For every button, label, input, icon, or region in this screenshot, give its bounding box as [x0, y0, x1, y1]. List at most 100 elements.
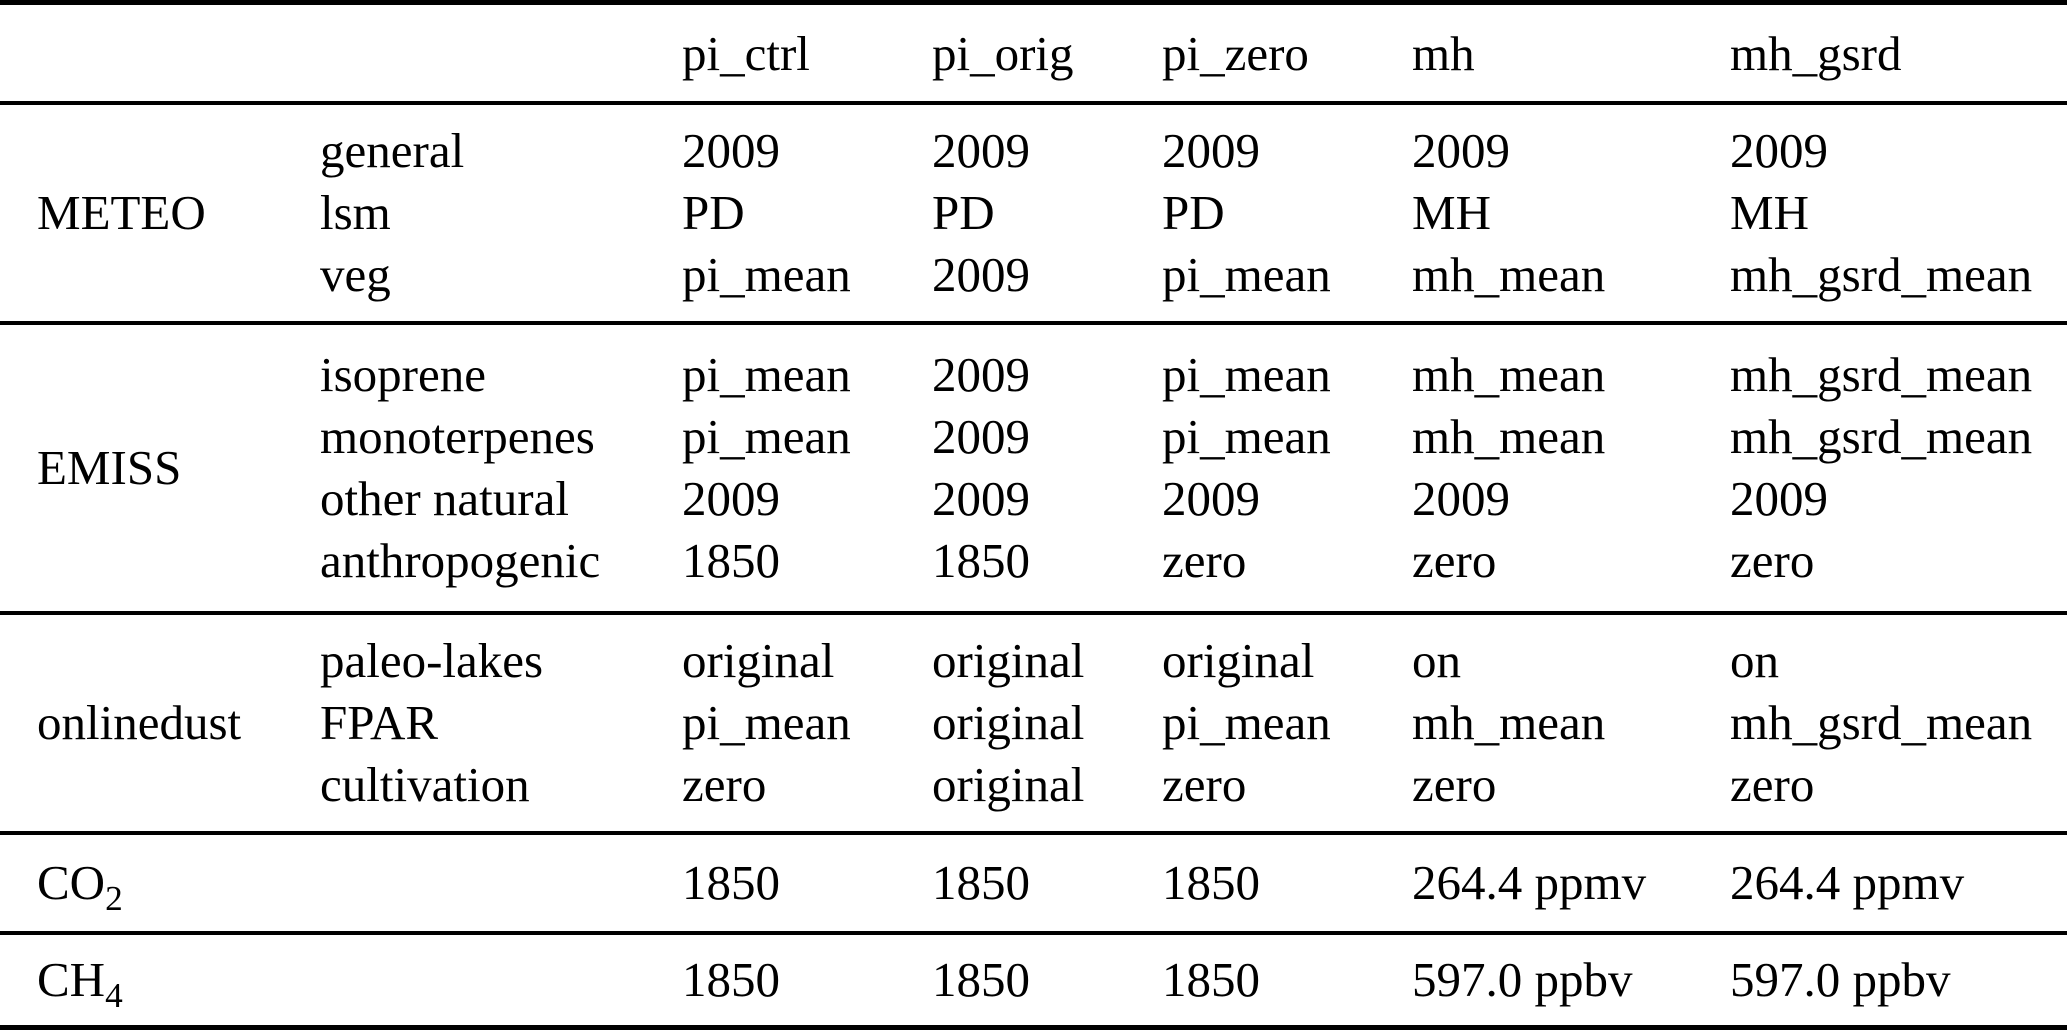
section-co2: CO2 1850 1850 1850 264.4 ppmv 264.4 ppmv: [0, 833, 2067, 933]
table-cell: 2009: [682, 471, 780, 526]
table-cell: zero: [682, 757, 767, 812]
column-header-pi-zero: pi_zero: [1162, 25, 1309, 81]
table-cell: 2009: [1412, 471, 1510, 526]
table-cell: 1850: [682, 533, 780, 588]
table-cell: 1850: [682, 952, 780, 1007]
table-cell: 1850: [1162, 952, 1260, 1007]
table-cell: zero: [1412, 757, 1497, 812]
table-cell: MH: [1412, 185, 1491, 240]
table-row: EMISS isoprene pi_mean 2009 pi_mean mh_m…: [0, 323, 2067, 495]
table-row: other natural 2009 2009 2009 2009 2009: [0, 468, 2067, 530]
table-row: onlinedust paleo-lakes original original…: [0, 613, 2067, 750]
table-cell: mh_gsrd_mean: [1730, 347, 2033, 402]
table-cell: 2009: [932, 471, 1030, 526]
section-meteo: METEO general 2009 2009 2009 2009 2009 l…: [0, 103, 2067, 323]
table-cell: mh_mean: [1412, 695, 1606, 750]
group-label-subscript: 4: [105, 975, 123, 1015]
param-label: veg: [320, 247, 391, 302]
table-row: lsm PD PD PD MH MH: [0, 182, 2067, 244]
table-cell: 2009: [682, 123, 780, 178]
column-header-mh-gsrd: mh_gsrd: [1730, 25, 1902, 81]
table-cell: on: [1730, 633, 1779, 688]
table-cell: 597.0 ppbv: [1412, 952, 1633, 1007]
table-cell: 2009: [1730, 123, 1828, 178]
table-cell: PD: [1162, 185, 1225, 240]
table-cell: mh_gsrd_mean: [1730, 247, 2033, 302]
param-label: monoterpenes: [320, 409, 595, 464]
table-row: FPAR pi_mean original pi_mean mh_mean mh…: [0, 692, 2067, 754]
column-header-pi-orig: pi_orig: [932, 25, 1074, 81]
header-spacer-param: [320, 3, 682, 104]
table-cell: zero: [1730, 757, 1815, 812]
group-label-subscript: 2: [105, 878, 123, 918]
param-label: anthropogenic: [320, 533, 601, 588]
table-cell: 264.4 ppmv: [1730, 855, 1965, 910]
table-cell: 1850: [932, 952, 1030, 1007]
param-label: isoprene: [320, 347, 486, 402]
column-header-pi-ctrl: pi_ctrl: [682, 25, 810, 81]
table-cell: mh_mean: [1412, 347, 1606, 402]
table-cell: original: [932, 633, 1085, 688]
table-cell: pi_mean: [682, 695, 851, 750]
table-row: anthropogenic 1850 1850 zero zero zero: [0, 530, 2067, 613]
param-label: paleo-lakes: [320, 633, 544, 688]
table-cell: 1850: [1162, 855, 1260, 910]
header-spacer-group: [0, 3, 320, 104]
table-cell: 1850: [682, 855, 780, 910]
group-label-emiss: EMISS: [0, 323, 320, 613]
param-label: lsm: [320, 185, 391, 240]
group-label-text: CH: [37, 952, 106, 1007]
table-cell: PD: [682, 185, 745, 240]
table-cell: 1850: [932, 855, 1030, 910]
group-label-ch4: CH4: [0, 933, 320, 1028]
param-label: general: [320, 123, 465, 178]
table-cell: zero: [1730, 533, 1815, 588]
group-label-text: EMISS: [37, 440, 182, 495]
section-onlinedust: onlinedust paleo-lakes original original…: [0, 613, 2067, 833]
table-cell: pi_mean: [1162, 247, 1331, 302]
section-ch4: CH4 1850 1850 1850 597.0 ppbv 597.0 ppbv: [0, 933, 2067, 1028]
table-cell: pi_mean: [682, 347, 851, 402]
table-row: METEO general 2009 2009 2009 2009 2009: [0, 103, 2067, 240]
table-cell: 2009: [1162, 123, 1260, 178]
group-label-text: METEO: [37, 185, 206, 240]
param-label: [320, 833, 682, 933]
group-label-co2: CO2: [0, 833, 320, 933]
table-cell: 2009: [932, 247, 1030, 302]
table-cell: PD: [932, 185, 995, 240]
table-cell: 597.0 ppbv: [1730, 952, 1951, 1007]
table-cell: zero: [1162, 757, 1247, 812]
table-cell: original: [1162, 633, 1315, 688]
table-row: veg pi_mean 2009 pi_mean mh_mean mh_gsrd…: [0, 244, 2067, 323]
table-cell: 2009: [932, 409, 1030, 464]
table-cell: mh_gsrd_mean: [1730, 409, 2033, 464]
table-cell: mh_mean: [1412, 409, 1606, 464]
table-cell: MH: [1730, 185, 1809, 240]
table-cell: 1850: [932, 533, 1030, 588]
param-label: other natural: [320, 471, 569, 526]
table-cell: 2009: [932, 347, 1030, 402]
table-cell: on: [1412, 633, 1461, 688]
table-cell: 2009: [1412, 123, 1510, 178]
param-label: FPAR: [320, 695, 439, 750]
table-header: pi_ctrl pi_orig pi_zero mh mh_gsrd: [0, 3, 2067, 104]
table-cell: 2009: [932, 123, 1030, 178]
table-cell: pi_mean: [682, 409, 851, 464]
table-cell: pi_mean: [682, 247, 851, 302]
table-cell: mh_mean: [1412, 247, 1606, 302]
table-row: CH4 1850 1850 1850 597.0 ppbv 597.0 ppbv: [0, 933, 2067, 1028]
table-cell: pi_mean: [1162, 409, 1331, 464]
param-label: cultivation: [320, 757, 530, 812]
table-cell: original: [932, 757, 1085, 812]
table-row: monoterpenes pi_mean 2009 pi_mean mh_mea…: [0, 406, 2067, 468]
table-cell: original: [932, 695, 1085, 750]
group-label-text: CO: [37, 855, 106, 910]
group-label-meteo: METEO: [0, 103, 320, 323]
table-cell: 264.4 ppmv: [1412, 855, 1647, 910]
table-cell: pi_mean: [1162, 347, 1331, 402]
table-cell: pi_mean: [1162, 695, 1331, 750]
header-row: pi_ctrl pi_orig pi_zero mh mh_gsrd: [0, 3, 2067, 104]
column-header-mh: mh: [1412, 25, 1475, 81]
